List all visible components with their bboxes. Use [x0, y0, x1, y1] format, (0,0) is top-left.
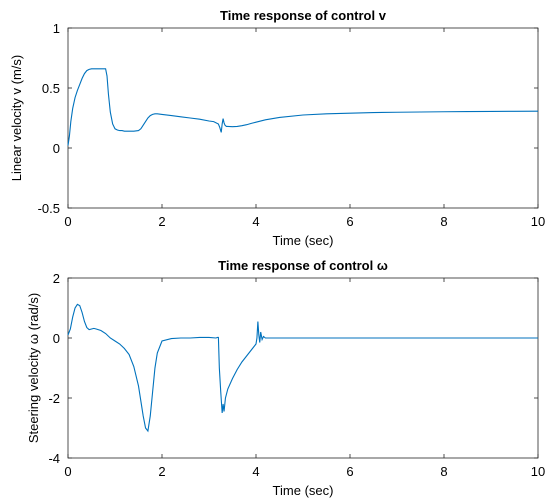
x-tick-label-velocity: 10: [531, 214, 545, 229]
chart-title-velocity: Time response of control v: [220, 8, 387, 23]
y-axis-label-velocity: Linear velocity v (m/s): [9, 55, 24, 181]
axis-ticks-steering: 0 2 4 6 8 10 -4 -2 0 2: [48, 271, 545, 479]
axis-ticks-velocity: 0 2 4 6 8 10 -0.5 0 0.5 1: [38, 21, 545, 229]
series-line-linear-velocity: [67, 68, 539, 146]
x-tick-label-velocity: 6: [346, 214, 353, 229]
x-tick-label-velocity: 4: [252, 214, 259, 229]
series-line-steering-velocity: [67, 303, 538, 433]
x-tick-label-steering: 6: [346, 464, 353, 479]
plot-area-velocity: [67, 27, 539, 209]
x-tick-label-steering: 8: [440, 464, 447, 479]
x-tick-label-steering: 2: [158, 464, 165, 479]
y-tick-label-velocity: 1: [53, 21, 60, 36]
x-axis-label-steering: Time (sec): [273, 483, 334, 498]
x-tick-label-velocity: 8: [440, 214, 447, 229]
chart-panel-velocity: Time response of control v Time (sec) Li…: [9, 8, 545, 248]
y-tick-label-steering: -4: [48, 451, 60, 466]
x-tick-label-steering: 4: [252, 464, 259, 479]
x-tick-label-steering: 10: [531, 464, 545, 479]
x-tick-label-velocity: 2: [158, 214, 165, 229]
y-tick-label-velocity: 0: [53, 141, 60, 156]
chart-title-steering: Time response of control ω: [218, 258, 388, 273]
y-tick-label-steering: 0: [53, 331, 60, 346]
chart-panel-steering: Time response of control ω Time (sec) St…: [26, 258, 545, 498]
y-axis-label-steering: Steering velocity ω (rad/s): [26, 293, 41, 443]
y-tick-label-steering: 2: [53, 271, 60, 286]
plot-area-steering: [67, 277, 539, 459]
y-tick-label-steering: -2: [48, 391, 60, 406]
y-tick-label-velocity: -0.5: [38, 201, 60, 216]
y-tick-label-velocity: 0.5: [42, 81, 60, 96]
x-tick-label-velocity: 0: [64, 214, 71, 229]
x-tick-label-steering: 0: [64, 464, 71, 479]
x-axis-label-velocity: Time (sec): [273, 233, 334, 248]
